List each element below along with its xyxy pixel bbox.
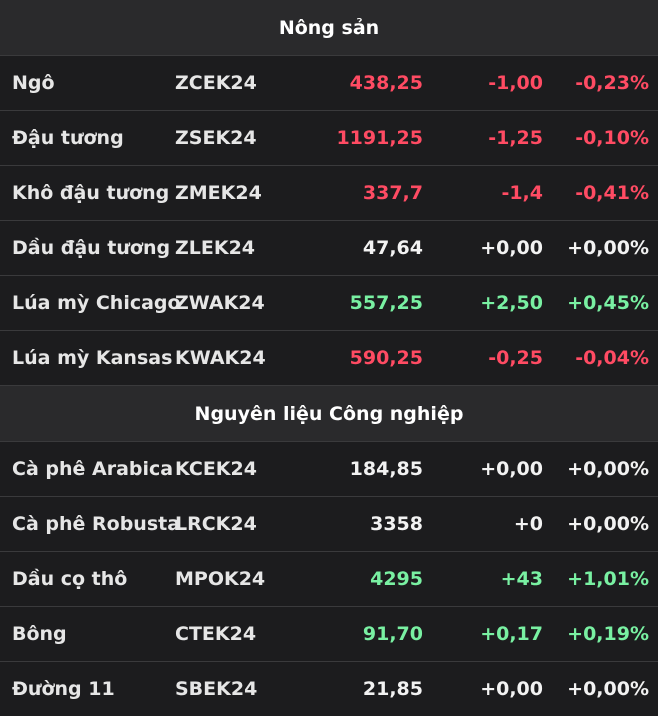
commodity-change: +2,50 [480, 292, 543, 314]
commodity-price: 557,25 [349, 292, 423, 314]
commodity-code: KCEK24 [175, 458, 257, 480]
commodity-change: +0,17 [480, 623, 543, 645]
commodity-change: +0,00 [480, 458, 543, 480]
commodity-code: CTEK24 [175, 623, 257, 645]
commodity-code: KWAK24 [175, 347, 266, 369]
section-header-agriculture: Nông sản [0, 0, 658, 56]
table-row[interactable]: Khô đậu tương ZMEK24 337,7 -1,4 -0,41% [0, 166, 658, 221]
commodity-name: Dầu cọ thô [12, 568, 128, 590]
commodity-change-percent: -0,10% [575, 127, 649, 149]
table-row[interactable]: Dầu cọ thô MPOK24 4295 +43 +1,01% [0, 552, 658, 607]
commodity-price: 184,85 [349, 458, 423, 480]
commodity-name: Khô đậu tương [12, 182, 170, 204]
table-row[interactable]: Lúa mỳ Chicago ZWAK24 557,25 +2,50 +0,45… [0, 276, 658, 331]
commodity-price: 337,7 [362, 182, 423, 204]
commodity-change: -0,25 [488, 347, 543, 369]
commodity-price: 1191,25 [336, 127, 423, 149]
commodity-code: MPOK24 [175, 568, 266, 590]
commodity-code: ZWAK24 [175, 292, 265, 314]
commodity-change-percent: -0,23% [575, 72, 649, 94]
commodity-code: ZSEK24 [175, 127, 257, 149]
commodity-change-percent: +0,00% [567, 237, 649, 259]
commodity-change: -1,25 [488, 127, 543, 149]
commodity-change: +0,00 [480, 237, 543, 259]
commodity-price: 4295 [370, 568, 423, 590]
commodity-name: Dầu đậu tương [12, 237, 171, 259]
commodity-code: ZLEK24 [175, 237, 256, 259]
table-row[interactable]: Đường 11 SBEK24 21,85 +0,00 +0,00% [0, 662, 658, 716]
table-row[interactable]: Cà phê Arabica KCEK24 184,85 +0,00 +0,00… [0, 442, 658, 497]
commodity-change-percent: +0,45% [567, 292, 649, 314]
commodity-code: LRCK24 [175, 513, 257, 535]
table-row[interactable]: Dầu đậu tương ZLEK24 47,64 +0,00 +0,00% [0, 221, 658, 276]
commodity-name: Bông [12, 623, 67, 645]
commodity-code: ZMEK24 [175, 182, 262, 204]
commodity-name: Đường 11 [12, 678, 115, 700]
commodity-change-percent: -0,41% [575, 182, 649, 204]
commodity-name: Đậu tương [12, 127, 124, 149]
table-row[interactable]: Đậu tương ZSEK24 1191,25 -1,25 -0,10% [0, 111, 658, 166]
commodity-change: +43 [500, 568, 543, 590]
commodity-change-percent: +0,00% [567, 513, 649, 535]
table-row[interactable]: Lúa mỳ Kansas KWAK24 590,25 -0,25 -0,04% [0, 331, 658, 386]
commodity-code: SBEK24 [175, 678, 258, 700]
commodity-change-percent: +0,19% [567, 623, 649, 645]
commodity-name: Cà phê Arabica [12, 458, 174, 480]
commodity-price: 590,25 [349, 347, 423, 369]
commodity-change: +0 [513, 513, 543, 535]
commodity-change-percent: +0,00% [567, 678, 649, 700]
commodity-price: 91,70 [362, 623, 423, 645]
commodity-name: Lúa mỳ Chicago [12, 292, 181, 314]
commodity-change-percent: +1,01% [567, 568, 649, 590]
commodity-name: Lúa mỳ Kansas [12, 347, 173, 369]
commodity-change: -1,4 [501, 182, 543, 204]
table-row[interactable]: Bông CTEK24 91,70 +0,17 +0,19% [0, 607, 658, 662]
commodity-price: 21,85 [362, 678, 423, 700]
commodity-price: 3358 [370, 513, 423, 535]
table-row[interactable]: Cà phê Robusta LRCK24 3358 +0 +0,00% [0, 497, 658, 552]
commodity-code: ZCEK24 [175, 72, 257, 94]
commodity-change: -1,00 [488, 72, 543, 94]
commodity-change-percent: -0,04% [575, 347, 649, 369]
commodity-name: Cà phê Robusta [12, 513, 181, 535]
commodity-change: +0,00 [480, 678, 543, 700]
section-header-industrial: Nguyên liệu Công nghiệp [0, 386, 658, 442]
commodity-price: 47,64 [362, 237, 423, 259]
commodity-price: 438,25 [349, 72, 423, 94]
table-row[interactable]: Ngô ZCEK24 438,25 -1,00 -0,23% [0, 56, 658, 111]
commodity-change-percent: +0,00% [567, 458, 649, 480]
commodity-name: Ngô [12, 72, 55, 94]
